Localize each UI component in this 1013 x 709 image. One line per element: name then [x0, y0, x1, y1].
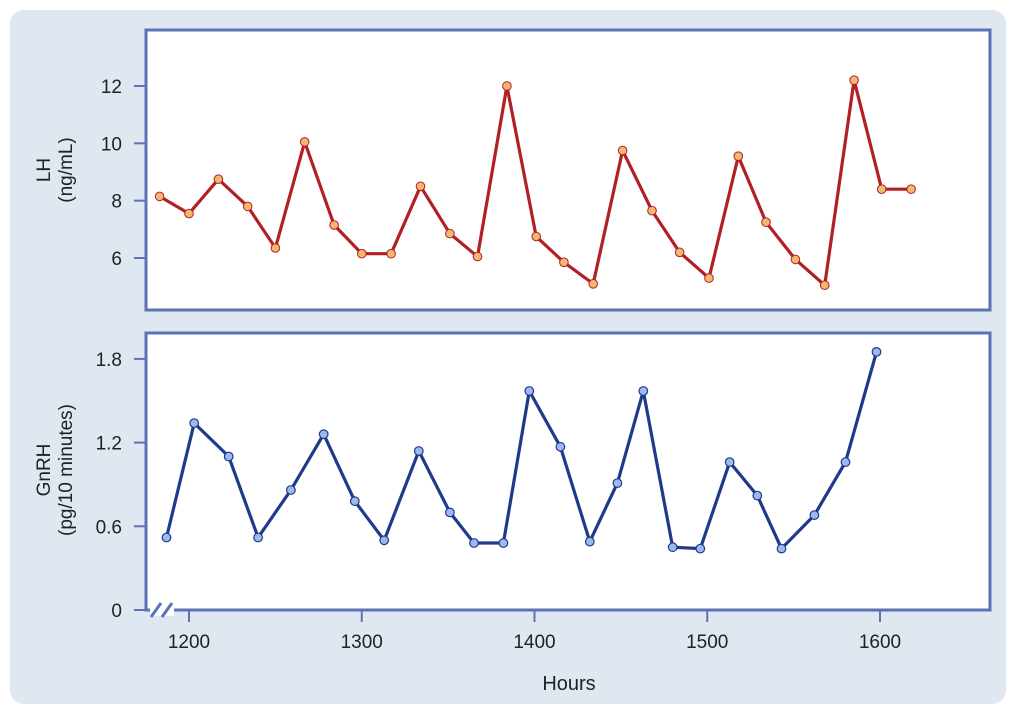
gnrh-data-point: [695, 543, 706, 554]
axis-break-slash-right: [160, 602, 174, 618]
lh-data-point: [876, 184, 887, 194]
gnrh-data-point: [379, 535, 390, 546]
lh-data-point: [849, 75, 859, 85]
gnrh-data-point: [584, 536, 595, 547]
lh-data-point: [674, 247, 685, 258]
lh-ytick-label-10: 10: [101, 134, 122, 155]
lh-data-point: [357, 248, 367, 259]
lh-data-point: [559, 257, 569, 268]
lh-data-point: [299, 137, 310, 147]
gnrh-data-point: [318, 429, 329, 440]
lh-ytick-label-8: 8: [111, 192, 122, 213]
gnrh-data-point: [840, 457, 851, 468]
gnrh-ytick-label-0: 0: [111, 601, 122, 622]
lh-data-point: [329, 220, 339, 230]
gnrh-ytick-label-1.8: 1.8: [96, 350, 122, 371]
lh-data-point: [184, 208, 194, 219]
lh-y-axis-ticks: 6 8 10 12: [101, 77, 146, 270]
xtick-label-1400: 1400: [513, 632, 555, 653]
lh-data-point: [502, 81, 512, 91]
gnrh-data-point: [413, 446, 424, 456]
x-axis-label: Hours: [542, 673, 595, 695]
x-axis-ticks: 1200 1300 1400 1500 1600: [168, 610, 901, 653]
lh-data-point: [761, 217, 771, 227]
gnrh-ylabel-line2: (pg/10 minutes): [56, 404, 77, 536]
lh-ylabel-line2: (ng/mL): [56, 137, 77, 202]
gnrh-data-point: [776, 543, 787, 554]
gnrh-data-point: [223, 451, 234, 462]
lh-data-point: [531, 231, 542, 242]
lh-data-point: [472, 251, 483, 262]
gnrh-panel: 0 0.6 1.2 1.8 1200 1300 1400 1500 1600 GnRH (pg…: [34, 331, 992, 653]
lh-data-point: [386, 248, 396, 259]
gnrh-data-point: [555, 441, 566, 452]
gnrh-ytick-label-0.6: 0.6: [96, 517, 122, 538]
gnrh-data-point: [286, 485, 296, 495]
lh-ylabel-line1: LH: [34, 158, 55, 182]
gnrh-data-point: [667, 542, 678, 553]
lh-data-point: [154, 191, 165, 202]
gnrh-ytick-label-1.2: 1.2: [96, 434, 122, 455]
gnrh-series-points: [161, 347, 882, 554]
lh-data-point: [588, 279, 599, 289]
lh-data-point: [790, 254, 801, 265]
gnrh-ylabel-line1: GnRH: [34, 444, 55, 497]
lh-data-point: [819, 280, 830, 291]
lh-plot-frame: [144, 28, 992, 312]
gnrh-data-point: [349, 496, 360, 507]
gnrh-data-point: [724, 457, 735, 468]
gnrh-data-point: [498, 538, 509, 548]
xtick-label-1300: 1300: [341, 632, 383, 653]
gnrh-y-axis-ticks: 0 0.6 1.2 1.8: [96, 350, 146, 622]
lh-data-point: [647, 205, 657, 216]
xtick-label-1200: 1200: [168, 632, 210, 653]
gnrh-data-point: [189, 418, 200, 429]
lh-data-point: [906, 184, 916, 194]
lh-data-point: [445, 228, 455, 239]
gnrh-data-point: [524, 386, 535, 396]
lh-panel: 6 8 10 12 LH (ng/mL): [34, 28, 992, 312]
lh-data-point: [213, 174, 224, 184]
gnrh-data-point: [161, 532, 172, 543]
axis-break-mark: [149, 602, 174, 618]
lh-data-point: [242, 201, 253, 212]
lh-data-point: [415, 181, 426, 192]
gnrh-data-point: [253, 532, 264, 543]
gnrh-data-point: [612, 478, 623, 489]
lh-data-point: [733, 151, 744, 161]
gnrh-data-point: [752, 490, 763, 501]
gnrh-data-point: [809, 510, 820, 520]
lh-data-point: [617, 145, 628, 156]
lh-data-point: [270, 243, 281, 253]
gnrh-data-point: [469, 538, 479, 548]
xtick-label-1600: 1600: [859, 632, 901, 653]
lh-ytick-label-6: 6: [111, 249, 122, 270]
lh-data-point: [704, 273, 714, 283]
lh-ytick-label-12: 12: [101, 77, 122, 98]
axis-break-slash-left: [149, 602, 163, 618]
gnrh-data-point: [445, 507, 455, 518]
xtick-label-1500: 1500: [686, 632, 728, 653]
lh-series-points: [154, 75, 916, 291]
gnrh-data-point: [871, 347, 882, 357]
gnrh-data-point: [638, 386, 649, 396]
